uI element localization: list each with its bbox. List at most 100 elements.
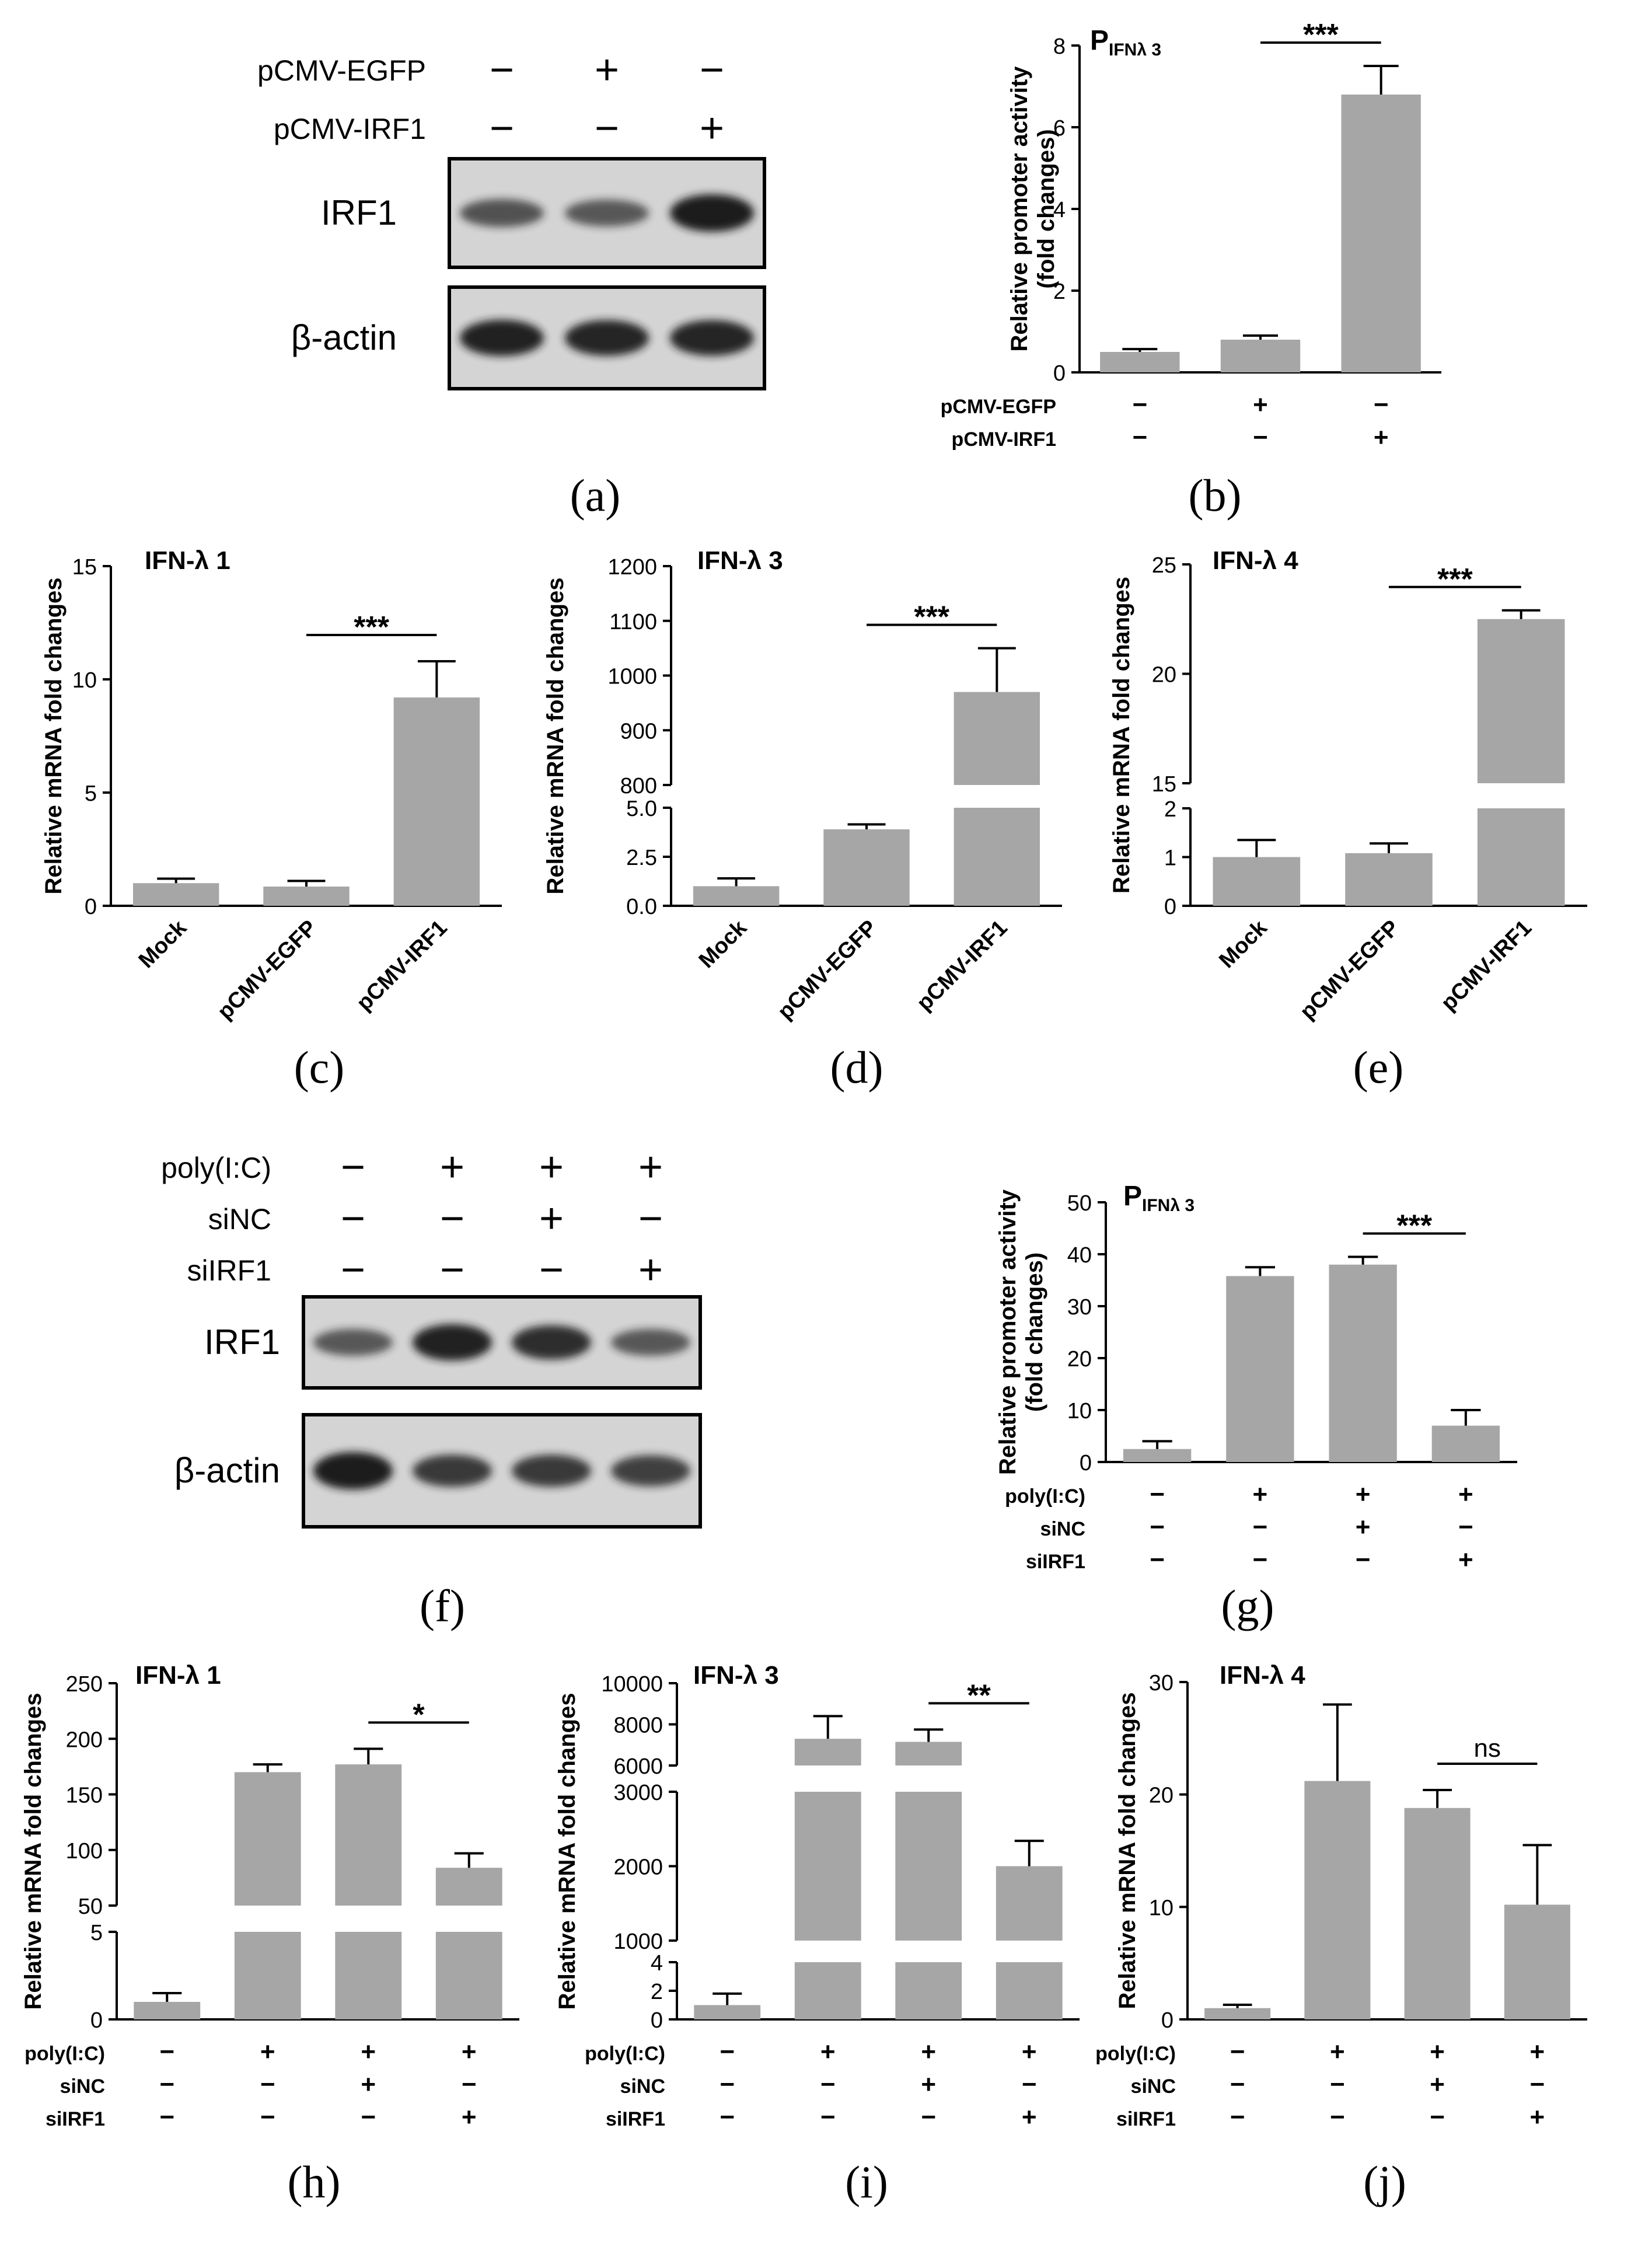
bar	[794, 1792, 861, 1941]
sign-row-label: poly(I:C)	[25, 2043, 105, 2065]
sign-mark: −	[820, 2103, 836, 2131]
bar	[1329, 1264, 1397, 1462]
treatment-label: poly(I:C)	[161, 1152, 271, 1184]
sign-mark: −	[159, 2103, 174, 2131]
bar	[1100, 352, 1180, 372]
sign-mark: −	[1253, 1513, 1268, 1541]
sign-mark: +	[1253, 1480, 1268, 1509]
x-tick-label: Mock	[694, 915, 752, 973]
blot-band	[670, 194, 754, 232]
significance-label: *	[413, 1698, 425, 1732]
bar	[1431, 1425, 1500, 1462]
blot-band	[413, 1454, 492, 1487]
sign-mark: −	[1150, 1513, 1165, 1541]
bar	[693, 886, 780, 906]
sign-row-label: pCMV-EGFP	[941, 396, 1056, 418]
significance-label: **	[967, 1679, 991, 1712]
x-tick-label: pCMV-EGFP	[1295, 916, 1404, 1024]
sign-mark: −	[440, 1195, 464, 1242]
significance-label: ***	[354, 610, 389, 644]
y-tick-label: 2	[1053, 280, 1066, 304]
bar	[1123, 1449, 1192, 1462]
significance-label: ***	[1396, 1209, 1432, 1243]
chart-c: 0 5 10 15 *** IFN-λ 1 Relative mRNA fold chang…	[41, 546, 502, 1024]
sign-mark: +	[921, 2070, 936, 2099]
blot-band	[565, 200, 649, 226]
blot-panel_a: pCMV-EGFP − + − pCMV-IRF1 − − + IRF1 β-actin	[257, 47, 766, 390]
chart-title-sub: IFNλ 3	[1142, 1196, 1195, 1215]
sign-mark: +	[361, 2070, 376, 2099]
y-tick-label: 1100	[609, 610, 657, 634]
chart-g: 0 10 20 30 40 50 *** PIFNλ 3 Relative promoter a…	[995, 1181, 1517, 1574]
chart-title-main: P	[1123, 1181, 1142, 1212]
y-tick-label: 15	[1152, 772, 1176, 797]
chart-title: IFN-λ 3	[697, 546, 783, 575]
significance-label: ns	[1474, 1734, 1501, 1763]
blot-panel_f: poly(I:C) − + + +siNC − − + −siIRF1− − − +IRF1β-act…	[161, 1144, 702, 1529]
y-axis-label: Relative mRNA fold changes	[554, 1693, 580, 2009]
sign-mark: +	[462, 2103, 477, 2131]
y-tick-label: 20	[1067, 1347, 1092, 1372]
y-tick-label: 30	[1067, 1295, 1092, 1320]
sign-mark: −	[1458, 1513, 1473, 1541]
sign-mark: −	[720, 2070, 735, 2099]
y-tick-label: 6	[1053, 116, 1066, 141]
y-tick-label: 25	[1152, 553, 1176, 578]
sign-mark: −	[159, 2037, 174, 2066]
y-tick-label: 40	[1067, 1243, 1092, 1268]
sign-mark: −	[595, 105, 619, 152]
sign-mark: −	[820, 2070, 836, 2099]
y-axis-label: Relative mRNA fold changes	[543, 577, 568, 894]
bar	[1404, 1808, 1471, 2019]
y-tick-label: 8000	[613, 1714, 663, 1738]
blot-band	[313, 1452, 393, 1489]
blot-band	[670, 320, 754, 356]
sign-mark: −	[341, 1247, 365, 1293]
y-tick-label: 0	[1161, 2008, 1173, 2033]
bar	[1477, 808, 1565, 906]
y-tick-label: 800	[620, 774, 657, 798]
sign-mark: −	[1374, 390, 1389, 419]
sign-mark: −	[490, 105, 514, 152]
panel-letter: (f)	[420, 1580, 465, 1631]
y-tick-label: 50	[78, 1894, 103, 1919]
blot-band	[512, 1325, 591, 1360]
blot-label: IRF1	[204, 1323, 280, 1362]
y-tick-label: 5.0	[626, 797, 657, 821]
bar	[234, 1772, 301, 1906]
sign-mark: +	[539, 1195, 564, 1242]
sign-mark: +	[260, 2037, 275, 2066]
treatment-label: pCMV-EGFP	[257, 54, 426, 87]
sign-row-label: siIRF1	[1026, 1551, 1085, 1573]
y-tick-label: 900	[620, 719, 657, 744]
x-tick-label: pCMV-IRF1	[352, 916, 452, 1016]
chart-title: PIFNλ 3	[1123, 1181, 1195, 1215]
panel-letter: (h)	[288, 2157, 341, 2207]
blot-band	[313, 1329, 393, 1356]
sign-mark: +	[1253, 390, 1268, 419]
y-axis-label: Relative mRNA fold changes	[20, 1693, 46, 2009]
bar	[996, 1962, 1063, 2019]
y-tick-label: 0	[651, 2008, 663, 2033]
y-tick-label: 1000	[607, 665, 657, 689]
y-tick-label: 10	[1149, 1896, 1173, 1920]
sign-mark: −	[1230, 2070, 1245, 2099]
sign-row-label: siNC	[60, 2075, 105, 2098]
chart-title: IFN-λ 3	[693, 1661, 779, 1690]
bar	[895, 1792, 962, 1941]
y-tick-label: 1000	[613, 1929, 663, 1954]
sign-mark: −	[1230, 2037, 1245, 2066]
chart-title-sub: IFNλ 3	[1109, 40, 1161, 60]
y-tick-label: 150	[66, 1784, 103, 1808]
y-tick-label: 4	[1053, 198, 1066, 222]
y-tick-label: 0	[1080, 1451, 1092, 1475]
y-tick-label: 20	[1152, 663, 1176, 688]
sign-row-label: siNC	[620, 2075, 665, 2098]
y-axis-label: Relative promoter activity	[995, 1189, 1021, 1475]
sign-mark: −	[260, 2070, 275, 2099]
y-tick-label: 5	[90, 1921, 103, 1945]
bar	[335, 1932, 402, 2019]
chart-h: 0 550 100 150 200 250 * IFN-λ 1 Relative mRNA fo…	[20, 1661, 519, 2131]
sign-mark: −	[700, 47, 724, 93]
